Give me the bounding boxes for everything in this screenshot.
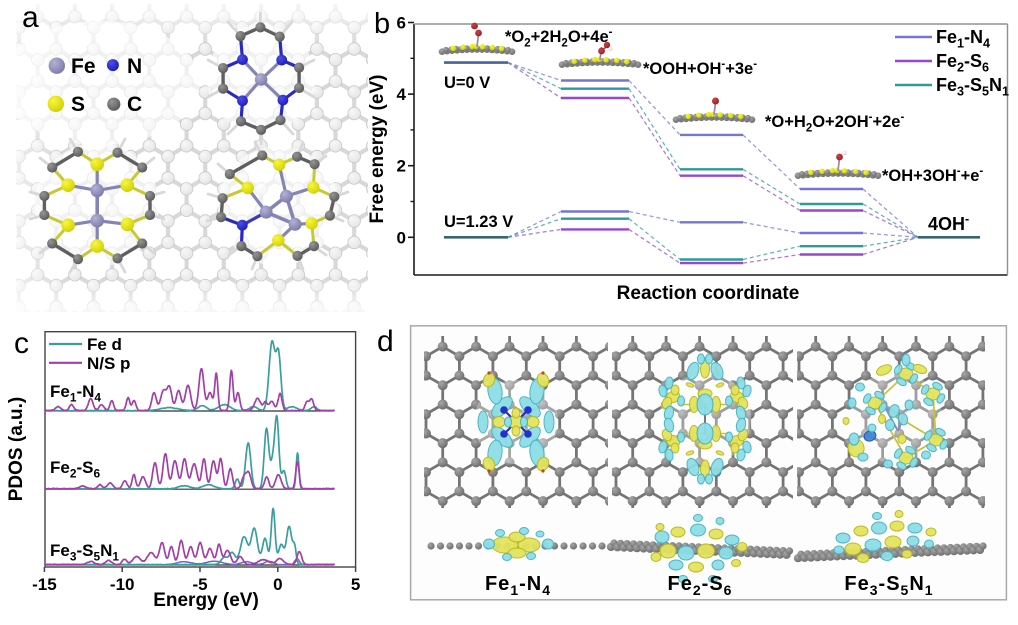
svg-text:-10: -10 xyxy=(110,575,135,594)
svg-text:U=1.23 V: U=1.23 V xyxy=(444,213,513,231)
svg-text:0: 0 xyxy=(273,575,282,594)
svg-text:Fe2​-S6​: Fe2​-S6​ xyxy=(50,458,100,480)
svg-text:Fe2​-S6​: Fe2​-S6​ xyxy=(668,573,733,598)
svg-text:Free energy (eV): Free energy (eV) xyxy=(367,75,388,224)
svg-text:Fe1​-N4​: Fe1​-N4​ xyxy=(485,573,551,598)
svg-text:C: C xyxy=(127,93,142,116)
svg-text:0: 0 xyxy=(397,228,406,247)
svg-text:-15: -15 xyxy=(32,575,57,594)
svg-text:Fe2​-S6​: Fe2​-S6​ xyxy=(936,51,989,75)
svg-text:Energy (eV): Energy (eV) xyxy=(153,590,259,611)
svg-text:Fe1​-N4​: Fe1​-N4​ xyxy=(936,27,990,51)
svg-text:*O+H2​O+2OH-​+2e-​: *O+H2​O+2OH-​+2e-​ xyxy=(765,111,904,134)
svg-text:Fe d: Fe d xyxy=(87,335,122,354)
svg-text:PDOS (a.u.): PDOS (a.u.) xyxy=(6,397,27,502)
svg-text:-5: -5 xyxy=(192,575,207,594)
svg-text:U=0 V: U=0 V xyxy=(444,74,490,92)
svg-text:Fe3​-S5​N1​: Fe3​-S5​N1​ xyxy=(936,75,1009,99)
svg-text:Fe3​-S5​N1​: Fe3​-S5​N1​ xyxy=(844,573,933,598)
svg-text:b: b xyxy=(374,8,390,40)
svg-text:S: S xyxy=(71,93,85,116)
svg-text:*OOH+OH-​+3e-​: *OOH+OH-​+3e-​ xyxy=(643,58,757,78)
svg-text:c: c xyxy=(14,327,29,360)
svg-text:d: d xyxy=(377,325,394,358)
svg-text:6: 6 xyxy=(397,14,406,33)
svg-text:Fe1​-N4​: Fe1​-N4​ xyxy=(50,382,101,404)
svg-text:*OH+3OH-​+e-​: *OH+3OH-​+e-​ xyxy=(882,165,983,185)
svg-text:2: 2 xyxy=(397,157,406,176)
svg-text:N/S p: N/S p xyxy=(87,354,130,373)
svg-text:a: a xyxy=(22,1,39,34)
svg-text:4: 4 xyxy=(397,85,407,104)
svg-text:*O2​+2H2​O+4e-​: *O2​+2H2​O+4e-​ xyxy=(505,26,613,49)
svg-text:5: 5 xyxy=(351,575,360,594)
svg-text:Fe3​-S5​N1​: Fe3​-S5​N1​ xyxy=(50,541,119,563)
svg-text:4OH-​: 4OH-​ xyxy=(928,212,969,234)
svg-text:N: N xyxy=(127,55,142,78)
svg-text:Reaction coordinate: Reaction coordinate xyxy=(617,283,800,304)
svg-text:Fe: Fe xyxy=(71,55,96,78)
